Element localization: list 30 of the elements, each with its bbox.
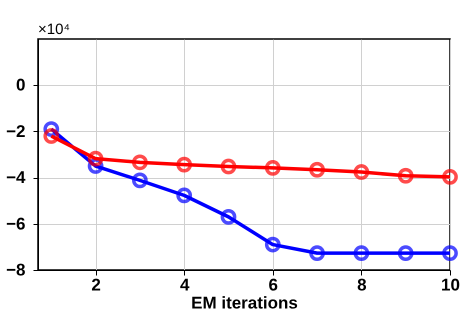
point xyxy=(43,128,60,144)
point xyxy=(88,150,104,167)
point xyxy=(176,188,192,204)
x-tick-label: 2 xyxy=(91,276,101,294)
x-tick-label: 10 xyxy=(441,276,460,294)
point xyxy=(132,172,148,188)
point xyxy=(264,236,281,252)
text: ×10⁴ xyxy=(38,21,70,38)
point xyxy=(309,245,325,261)
point xyxy=(442,245,458,261)
y-tick-label: −6 xyxy=(6,214,26,234)
point xyxy=(398,168,414,184)
x-tick-label: 8 xyxy=(357,276,367,294)
point xyxy=(220,209,236,225)
x-tick-label: 4 xyxy=(180,276,190,294)
point xyxy=(264,160,281,176)
point xyxy=(220,158,236,174)
y-tick-label: −2 xyxy=(6,122,26,141)
point xyxy=(309,162,325,178)
point xyxy=(354,245,370,261)
x-tick-label: 6 xyxy=(268,276,278,294)
point xyxy=(442,169,458,185)
y-tick-label: −4 xyxy=(6,168,26,188)
point xyxy=(354,164,370,180)
y-tick-label: 0 xyxy=(16,76,26,95)
point xyxy=(176,156,192,173)
y-tick-label: −8 xyxy=(6,260,26,280)
x-axis-title: EM iterations xyxy=(191,294,298,312)
point xyxy=(132,154,148,170)
point xyxy=(398,245,414,261)
